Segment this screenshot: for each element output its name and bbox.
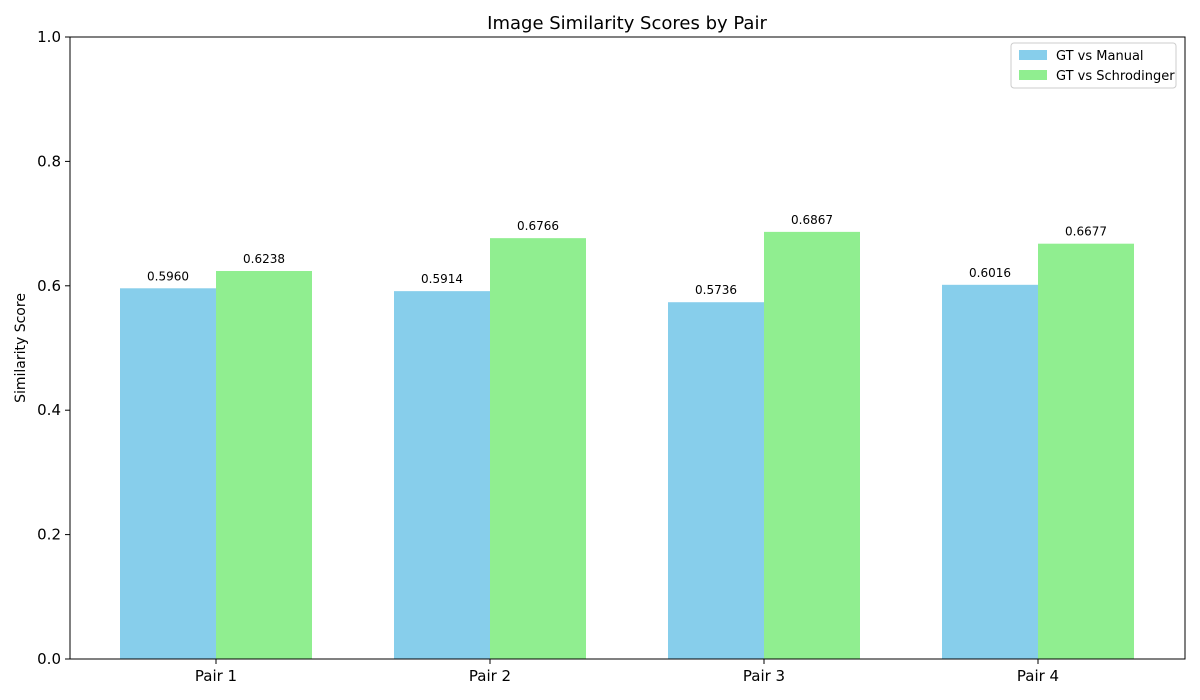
y-axis-label: Similarity Score [13, 293, 29, 403]
bar-gt-vs-manual [942, 284, 1038, 659]
bar-gt-vs-manual [394, 291, 490, 659]
bar-value-label: 0.6766 [517, 219, 559, 233]
legend-swatch [1019, 50, 1047, 60]
bar-value-label: 0.5960 [147, 269, 189, 283]
bar-gt-vs-schrodinger [1038, 243, 1134, 659]
bar-value-label: 0.5914 [421, 272, 463, 286]
legend-swatch [1019, 70, 1047, 80]
x-tick-label: Pair 1 [195, 667, 237, 685]
y-tick-label: 1.0 [37, 28, 61, 46]
bar-value-label: 0.6238 [243, 252, 285, 266]
bar-value-label: 0.6867 [791, 213, 833, 227]
x-tick-label: Pair 4 [1017, 667, 1059, 685]
legend-label: GT vs Schrodinger [1056, 69, 1175, 84]
y-tick-label: 0.6 [37, 277, 61, 295]
legend-box [1010, 42, 1177, 89]
bar-gt-vs-schrodinger [216, 270, 312, 659]
bar-gt-vs-manual [668, 302, 764, 659]
bar-gt-vs-manual [120, 288, 216, 659]
y-tick-label: 0.2 [37, 526, 61, 544]
chart-title: Image Similarity Scores by Pair [487, 13, 767, 34]
y-tick-label: 0.8 [37, 152, 61, 170]
bar-value-label: 0.6016 [969, 266, 1011, 280]
bar-gt-vs-schrodinger [764, 231, 860, 659]
bar-value-label: 0.6677 [1065, 225, 1107, 239]
x-tick-label: Pair 3 [743, 667, 785, 685]
y-tick-label: 0.4 [37, 401, 61, 419]
x-tick-label: Pair 2 [469, 667, 511, 685]
y-tick-label: 0.0 [37, 650, 61, 668]
plot-area-frame [69, 36, 1186, 660]
bar-value-label: 0.5736 [695, 283, 737, 297]
legend-label: GT vs Manual [1056, 49, 1144, 64]
bar-gt-vs-schrodinger [490, 238, 586, 660]
